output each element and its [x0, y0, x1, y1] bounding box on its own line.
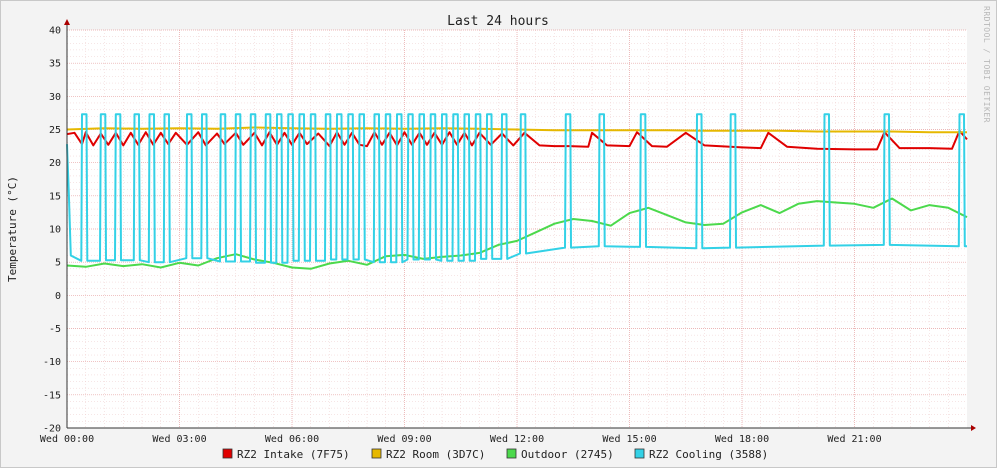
grid	[66, 29, 967, 429]
x-tick-label: Wed 00:00	[40, 434, 94, 445]
axes	[64, 19, 976, 431]
legend-label: RZ2 Cooling (3588)	[649, 448, 768, 461]
watermark: RRDTOOL / TOBI OETIKER	[982, 6, 991, 123]
y-tick-label: -10	[43, 357, 61, 368]
ticks: -20 -15 -10 -5 0 5 10 15 20 25 30 35 40 Wed 00:00 Wed …	[40, 26, 882, 446]
y-tick-label: 30	[49, 92, 61, 103]
y-tick-label: 5	[55, 258, 61, 269]
chart-title: Last 24 hours	[447, 14, 549, 29]
x-tick-label: Wed 21:00	[827, 434, 881, 445]
legend-swatch	[222, 448, 233, 459]
x-axis-arrow	[971, 425, 976, 431]
x-tick-label: Wed 09:00	[377, 434, 431, 445]
y-tick-label: -20	[43, 424, 61, 435]
legend-swatch	[634, 448, 645, 459]
y-tick-label: 25	[49, 125, 61, 136]
y-tick-label: -15	[43, 390, 61, 401]
y-tick-label: 20	[49, 158, 61, 169]
y-tick-label: 40	[49, 26, 61, 37]
series-line	[66, 197, 968, 270]
legend-swatch	[506, 448, 517, 459]
y-axis-label: Temperature (°C)	[6, 176, 19, 282]
x-tick-label: Wed 03:00	[152, 434, 206, 445]
legend-label: RZ2 Intake (7F75)	[237, 448, 350, 461]
legend: RZ2 Intake (7F75) RZ2 Room (3D7C) Outdoor …	[222, 448, 768, 461]
series-line	[66, 126, 967, 134]
x-tick-label: Wed 15:00	[602, 434, 656, 445]
legend-label: Outdoor (2745)	[521, 448, 614, 461]
y-tick-label: -5	[49, 324, 61, 335]
legend-swatch	[371, 448, 382, 459]
y-tick-label: 35	[49, 59, 61, 70]
x-tick-label: Wed 06:00	[265, 434, 319, 445]
y-tick-label: 15	[49, 191, 61, 202]
series-line	[66, 113, 967, 264]
x-tick-label: Wed 12:00	[490, 434, 544, 445]
y-tick-label: 10	[49, 225, 61, 236]
legend-label: RZ2 Room (3D7C)	[386, 448, 485, 461]
y-axis-arrow	[64, 19, 70, 25]
x-tick-label: Wed 18:00	[715, 434, 769, 445]
y-tick-label: 0	[55, 291, 61, 302]
series-layer	[66, 113, 968, 270]
